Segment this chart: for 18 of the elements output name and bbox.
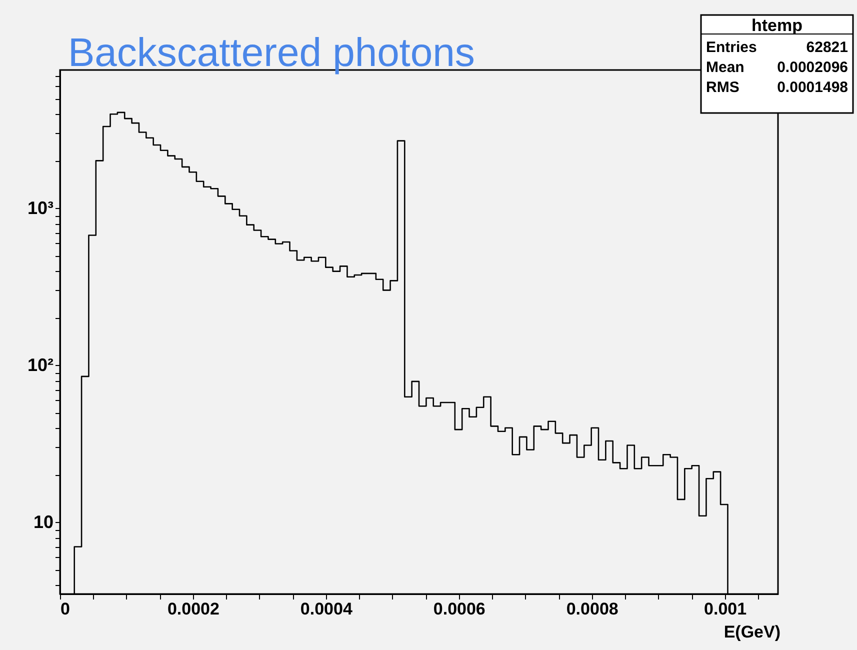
y-tick-label: 10³ [27,198,54,218]
text: 62821 [806,39,848,56]
chart-title: Backscattered photons [68,31,475,75]
annotation: RMS [706,79,740,96]
annotation: 0.0002096 [777,59,848,76]
y-tick-label: 10 [33,512,54,532]
x-axis-title: E(GeV) [724,622,780,642]
annotation: Mean [706,59,744,76]
x-tick-label: 0 [60,600,70,618]
y-tick-label: 10² [27,354,54,375]
text: Entries [706,39,757,56]
x-tick-label: 0.0004 [300,600,353,618]
x-tick-label: 0.0008 [566,600,618,618]
x-tick-label: 0.0002 [167,600,220,618]
text: htemp [752,16,802,35]
x-tick-label: 0.0006 [433,600,486,618]
x-tick-label: 0.001 [704,600,747,618]
annotation: 0.0001498 [777,79,848,96]
